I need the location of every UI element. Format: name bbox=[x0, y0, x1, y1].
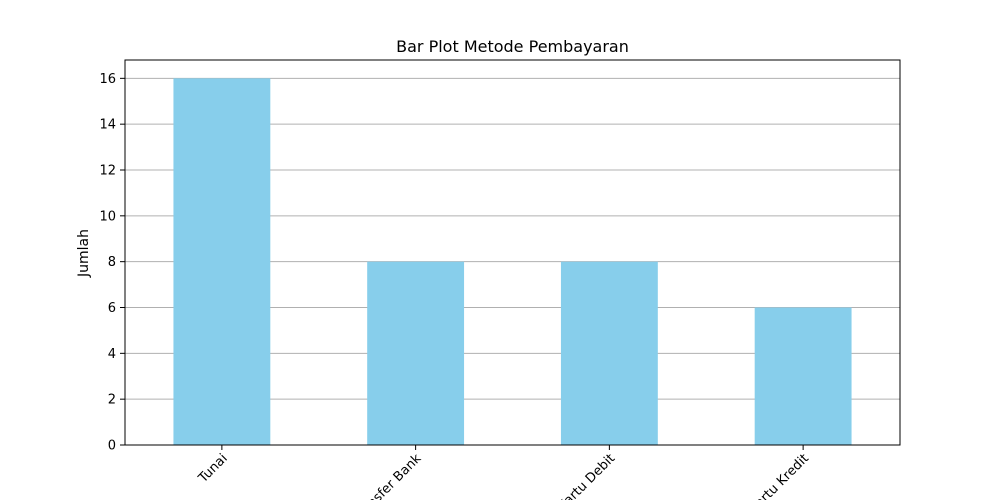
y-axis-label: Jumlah bbox=[76, 229, 92, 278]
y-tick-label: 0 bbox=[108, 439, 116, 454]
y-tick-label: 6 bbox=[108, 301, 116, 316]
bar bbox=[560, 261, 658, 445]
x-tick-label: Kartu Debit bbox=[555, 451, 618, 500]
y-tick-label: 14 bbox=[99, 118, 116, 133]
bar bbox=[367, 261, 465, 445]
x-tick-label: Kartu Kredit bbox=[746, 451, 811, 500]
y-tick-label: 12 bbox=[99, 164, 116, 179]
chart-title: Bar Plot Metode Pembayaran bbox=[396, 37, 629, 56]
plot-frame bbox=[124, 59, 901, 446]
x-tick-label: Tunai bbox=[195, 451, 230, 486]
y-tick-label: 8 bbox=[108, 255, 116, 270]
x-tick-label: Transfer Bank bbox=[350, 451, 425, 500]
y-tick-label: 4 bbox=[108, 347, 116, 362]
bar bbox=[173, 78, 271, 445]
y-tick-label: 2 bbox=[108, 393, 116, 408]
bar bbox=[754, 307, 852, 445]
y-tick-label: 16 bbox=[99, 72, 116, 87]
y-tick-label: 10 bbox=[99, 209, 116, 224]
bars bbox=[173, 78, 852, 445]
